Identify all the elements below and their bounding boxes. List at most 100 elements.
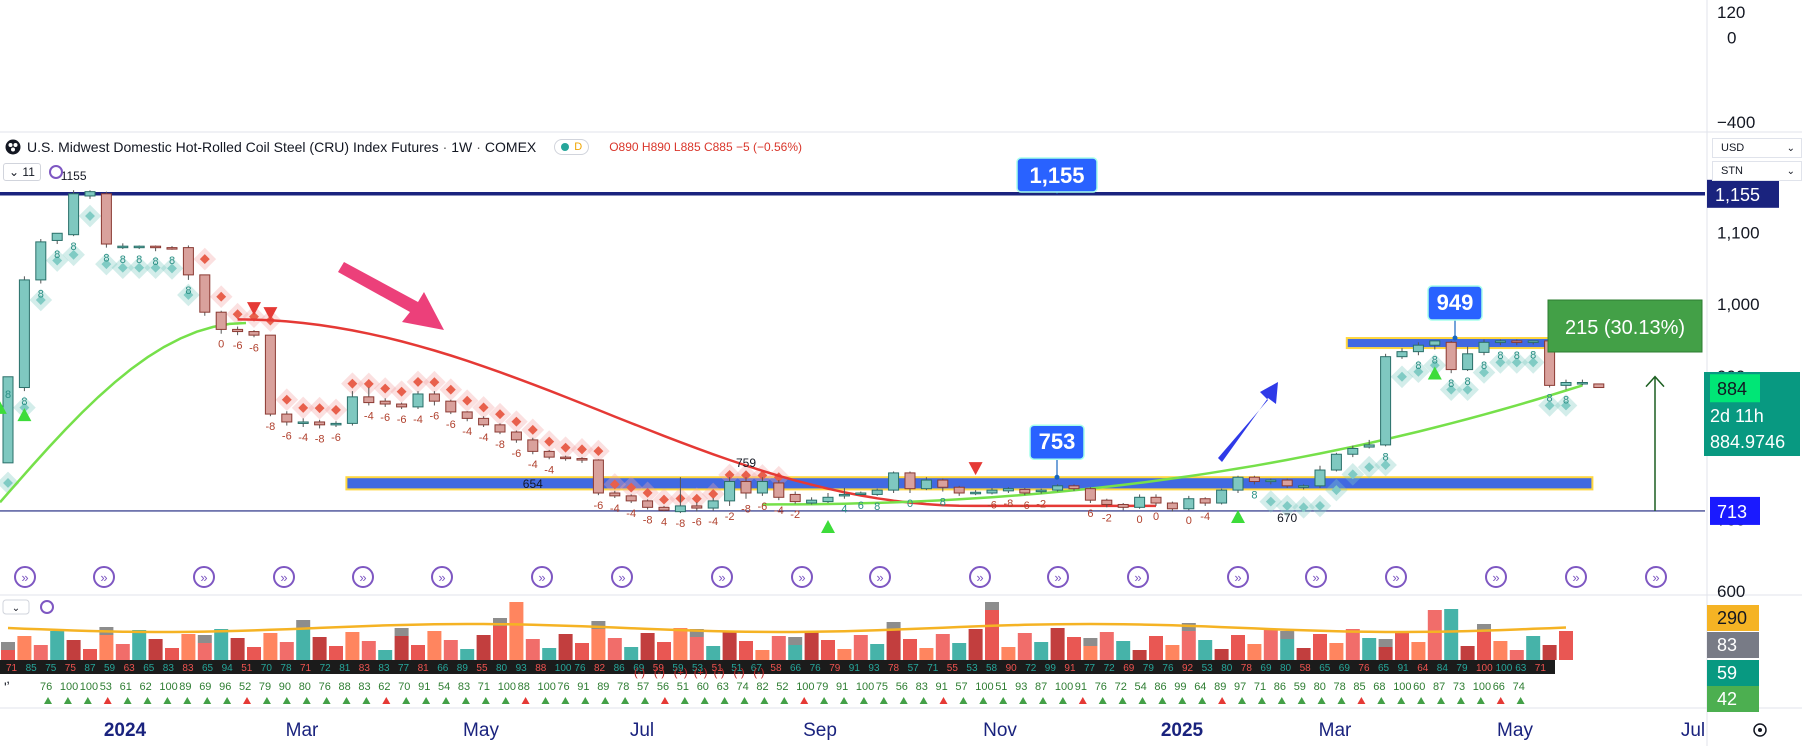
value-row-marker — [223, 697, 232, 704]
value-row-marker — [1218, 697, 1227, 704]
value-row-marker — [1198, 697, 1207, 704]
value-row-label: 99 — [1174, 681, 1186, 693]
candle-body — [1265, 479, 1277, 483]
lower-histogram-cap — [985, 602, 999, 610]
lower-histogram-bar — [493, 626, 507, 660]
candle-body — [674, 505, 686, 513]
symbol-title[interactable]: U.S. Midwest Domestic Hot-Rolled Coil St… — [27, 139, 439, 155]
value-strip-label: 83 — [163, 663, 175, 674]
lower-histogram-bar — [1411, 642, 1426, 660]
indicators-toggle[interactable]: ⌄ 11 — [3, 163, 41, 181]
time-tick-label: Mar — [286, 720, 319, 741]
value-strip-label: 66 — [790, 663, 802, 674]
bar-countdown-label: 2d 11h — [1710, 406, 1764, 426]
trail-marker — [314, 403, 325, 414]
value-strip-label: 59 — [104, 663, 116, 674]
value-strip-label: 91 — [1064, 663, 1076, 674]
candle-body — [215, 311, 227, 330]
candle-count-label: 8 — [21, 396, 27, 408]
value-row-marker — [641, 697, 649, 704]
candle-count-label: -4 — [364, 410, 374, 422]
candle-count-label: 8 — [185, 285, 191, 297]
value-strip-label: 65 — [1319, 663, 1331, 674]
value-row-marker — [1456, 697, 1465, 704]
candle-count-label: -6 — [594, 500, 604, 512]
value-row-marker — [282, 697, 291, 704]
lower-histogram-bar — [1477, 632, 1491, 660]
value-row-label: 79 — [816, 681, 828, 693]
candle-body — [1084, 488, 1096, 501]
green-moving-average-line — [0, 321, 247, 504]
downtrend-arrow — [338, 262, 444, 330]
value-row-marker — [501, 697, 510, 704]
value-row-label: 62 — [378, 681, 390, 693]
candle-body — [986, 489, 998, 494]
event-marker-glyph: » — [21, 570, 28, 585]
buy-signal-triangle — [821, 520, 835, 534]
event-marker-glyph: » — [438, 570, 445, 585]
value-strip-label: 94 — [222, 663, 234, 674]
candle-body — [773, 482, 785, 498]
value-row-marker — [999, 697, 1008, 704]
value-row-marker — [63, 697, 72, 704]
value-strip-label: 69 — [1339, 663, 1351, 674]
candle-count-label: -6 — [249, 342, 259, 354]
value-row-label: 91 — [836, 681, 848, 693]
value-row-label: 91 — [1075, 681, 1087, 693]
candle-count-label: 4 — [841, 504, 847, 516]
price-zone — [345, 476, 1594, 491]
value-row-label: 79 — [259, 681, 271, 693]
value-row-marker — [362, 697, 371, 704]
value-row-label: 78 — [1334, 681, 1346, 693]
lower-histogram-bar — [985, 610, 999, 660]
event-marker-glyph: » — [1652, 570, 1659, 585]
candle-count-label: -4 — [413, 414, 423, 426]
lower-histogram-bar — [148, 639, 163, 660]
candle-body — [18, 279, 30, 389]
unit-select[interactable]: STN ⌄ — [1712, 161, 1802, 181]
value-strip-label: 53 — [1202, 663, 1214, 674]
candle-body — [1035, 489, 1047, 493]
trail-marker — [199, 254, 210, 265]
event-marker-glyph: » — [1492, 570, 1499, 585]
value-row-marker — [1337, 697, 1346, 704]
candle-body — [543, 450, 555, 458]
trail-marker — [757, 470, 768, 481]
value-row-marker — [103, 697, 112, 704]
trail-marker — [347, 378, 358, 389]
candle-low-label: 670 — [1277, 511, 1297, 525]
time-tick-label: Nov — [983, 720, 1017, 741]
refresh-icon[interactable] — [48, 165, 63, 179]
time-tick-label: May — [1497, 720, 1533, 741]
value-row-marker — [1437, 697, 1445, 704]
lower-histogram-cap — [788, 637, 803, 645]
value-strip-label: 100 — [1496, 663, 1513, 674]
value-row-marker — [262, 697, 271, 704]
candle-body — [1298, 485, 1310, 488]
interval-label[interactable]: 1W — [451, 139, 473, 155]
delayed-label: D — [574, 141, 583, 153]
lower-histogram-bar — [50, 631, 65, 660]
event-marker-icon — [431, 566, 453, 588]
candle-count-label: -8 — [495, 439, 505, 451]
value-row-label: 52 — [239, 681, 251, 693]
candle-count-label: 8 — [71, 241, 77, 253]
zone-callout-dot — [1452, 335, 1458, 341]
value-row-label: 91 — [936, 681, 948, 693]
candle-body — [412, 393, 424, 408]
candle-count-label: 8 — [120, 254, 126, 266]
trail-marker — [527, 424, 538, 435]
value-strip-label: 80 — [496, 663, 508, 674]
candle-body — [1248, 476, 1260, 483]
candle-body — [478, 417, 490, 426]
currency-select[interactable]: USD ⌄ — [1712, 138, 1802, 158]
price-tick-label: 1,000 — [1717, 295, 1760, 314]
value-row-label: 100 — [498, 681, 516, 693]
trail-marker — [1511, 357, 1522, 368]
value-row-marker — [879, 697, 888, 704]
oscillator-tick-label: 120 — [1717, 3, 1745, 22]
value-strip-label: 78 — [1241, 663, 1253, 674]
value-row-marker — [621, 697, 630, 704]
value-row-marker — [1397, 697, 1406, 704]
market-status-badge[interactable]: D — [554, 139, 590, 155]
